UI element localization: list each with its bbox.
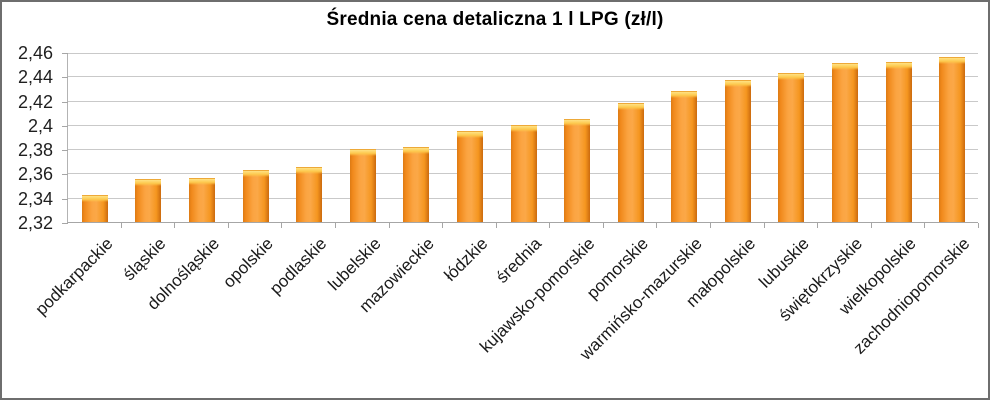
y-axis-label: 2,44 [17,67,53,88]
y-axis-label: 2,42 [17,91,53,112]
bar-pomorskie [617,103,644,222]
y-axis-tick [62,174,68,176]
y-axis-label: 2,32 [17,213,53,233]
bar-łódzkie [456,131,483,222]
bar-śląskie [135,179,162,222]
bar-dolnośląskie [188,178,215,222]
y-axis-tick [62,150,68,152]
x-axis-tick [121,223,122,228]
plot-area: 2,32 2,34 2,36 2,38 2,4 2,42 2,44 2,46 podkarpac… [18,44,979,364]
y-axis-label: 2,4 [27,115,53,136]
gridline [68,76,978,78]
x-axis-tick [656,223,657,228]
y-axis-tick [62,77,68,79]
bar-małopolskie [724,80,751,222]
bar-kujawsko-pomorskie [564,119,591,222]
x-axis-label: śląskie [119,234,170,285]
x-axis-tick [710,223,711,228]
gridline [68,100,978,102]
bar-średnia [510,125,537,222]
x-axis-tick [978,223,979,228]
y-axis-tick [62,198,68,200]
y-axis-label: 2,36 [17,164,53,185]
bar-podlaskie [296,167,323,222]
x-axis-tick [335,223,336,228]
bar-lubuskie [778,73,805,222]
bar-warmińsko-mazurskie [671,91,698,222]
x-axis-tick [496,223,497,228]
bar-świętokrzyskie [832,63,859,222]
x-axis-tick [871,223,872,228]
x-axis-label: podlaskie [266,234,331,299]
y-axis-label: 2,38 [17,140,53,161]
x-axis-tick [549,223,550,228]
x-axis-tick [389,223,390,228]
x-axis-tick [442,223,443,228]
y-axis-tick [62,223,68,224]
y-axis-label: 2,46 [17,43,53,63]
y-axis-tick [62,101,68,103]
x-axis-tick [281,223,282,228]
bar-zachodniopomorskie [939,57,966,222]
bar-podkarpackie [81,195,108,222]
bar-opolskie [242,170,269,222]
y-axis-tick [62,53,68,54]
bar-lubelskie [349,149,376,222]
gridline [68,53,978,54]
y-axis-tick [62,125,68,127]
chart-title: Średnia cena detaliczna 1 l LPG (zł/l) [326,9,664,30]
x-axis-tick [228,223,229,228]
x-axis-tick [603,223,604,228]
y-axis-label: 2,34 [17,188,53,209]
bar-wielkopolskie [885,62,912,222]
x-axis-label: podkarpackie [31,234,117,319]
x-axis-label: łódzkie [440,234,492,285]
x-axis-tick [924,223,925,228]
x-axis-tick [817,223,818,228]
x-axis-tick [764,223,765,228]
bar-mazowieckie [403,147,430,222]
x-axis-tick [174,223,175,228]
